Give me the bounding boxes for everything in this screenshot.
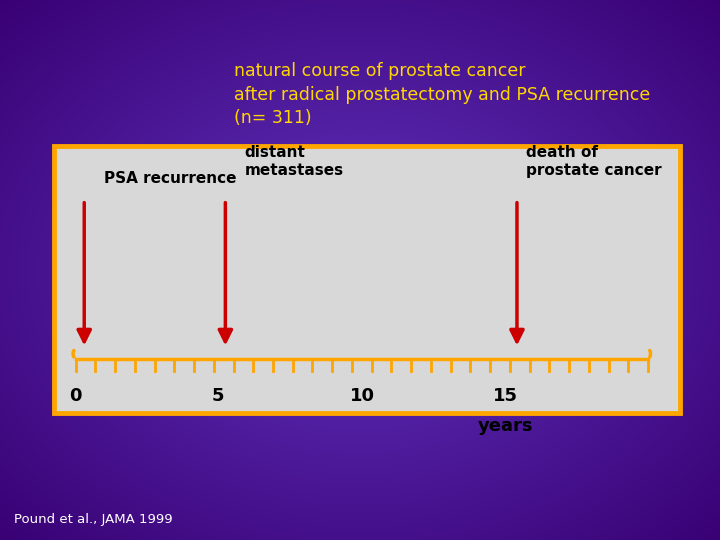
Text: 5: 5 xyxy=(212,387,225,405)
Text: death of
prostate cancer: death of prostate cancer xyxy=(526,145,661,178)
Text: PSA recurrence: PSA recurrence xyxy=(104,171,237,186)
Text: 10: 10 xyxy=(350,387,374,405)
Text: Pound et al., JAMA 1999: Pound et al., JAMA 1999 xyxy=(14,514,173,526)
Text: 0: 0 xyxy=(69,387,82,405)
Text: distant
metastases: distant metastases xyxy=(245,145,344,178)
Text: natural course of prostate cancer
after radical prostatectomy and PSA recurrence: natural course of prostate cancer after … xyxy=(234,62,650,127)
Bar xyxy=(54,146,680,413)
Text: 15: 15 xyxy=(493,387,518,405)
Text: years: years xyxy=(477,417,534,435)
